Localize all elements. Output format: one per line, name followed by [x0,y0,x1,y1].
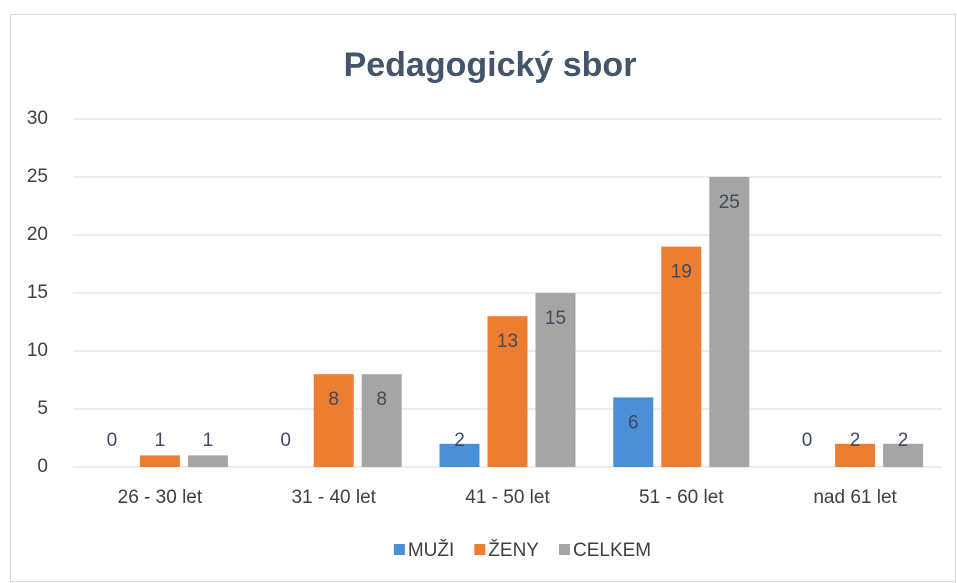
data-label: 6 [628,412,639,433]
y-tick-label: 5 [37,398,48,419]
legend-marker [393,544,405,555]
bar [361,374,402,467]
data-label: 1 [155,430,166,451]
x-tick-label: 41 - 50 let [465,487,550,508]
data-label: 0 [802,430,813,451]
bar [139,455,180,467]
y-tick-label: 15 [27,282,48,303]
y-tick-label: 25 [27,166,48,187]
x-tick-label: 51 - 60 let [639,487,724,508]
bar [883,443,924,467]
x-tick-label: 26 - 30 let [118,487,203,508]
bar [835,443,876,467]
bar [487,316,528,467]
chart-title: Pedagogický sbor [344,46,637,84]
data-label: 0 [107,430,118,451]
data-label: 8 [328,389,339,410]
data-label: 15 [545,308,566,329]
bar [709,177,750,467]
data-label: 25 [719,192,740,213]
x-tick-label: 31 - 40 let [291,487,376,508]
data-label: 1 [203,430,214,451]
legend-label: MUŽI [408,539,454,561]
bar [613,397,654,467]
data-label: 13 [497,331,518,352]
bar [535,293,576,467]
bar [187,455,228,467]
legend-label: ŽENY [488,539,539,561]
chart-border [10,14,956,582]
y-tick-label: 30 [27,108,48,129]
legend-label: CELKEM [573,540,651,561]
data-label: 0 [280,430,291,451]
legend-marker [474,544,486,555]
legend-marker [558,544,570,555]
y-tick-label: 10 [27,340,48,361]
x-tick-label: nad 61 let [813,487,897,508]
y-tick-label: 0 [37,456,48,477]
data-label: 8 [376,389,387,410]
data-label: 19 [671,262,692,283]
data-label: 2 [850,430,861,451]
bar [439,443,480,467]
bar [313,374,354,467]
y-tick-label: 20 [27,224,48,245]
bar [661,246,702,467]
data-label: 2 [898,430,909,451]
data-label: 2 [454,430,465,451]
